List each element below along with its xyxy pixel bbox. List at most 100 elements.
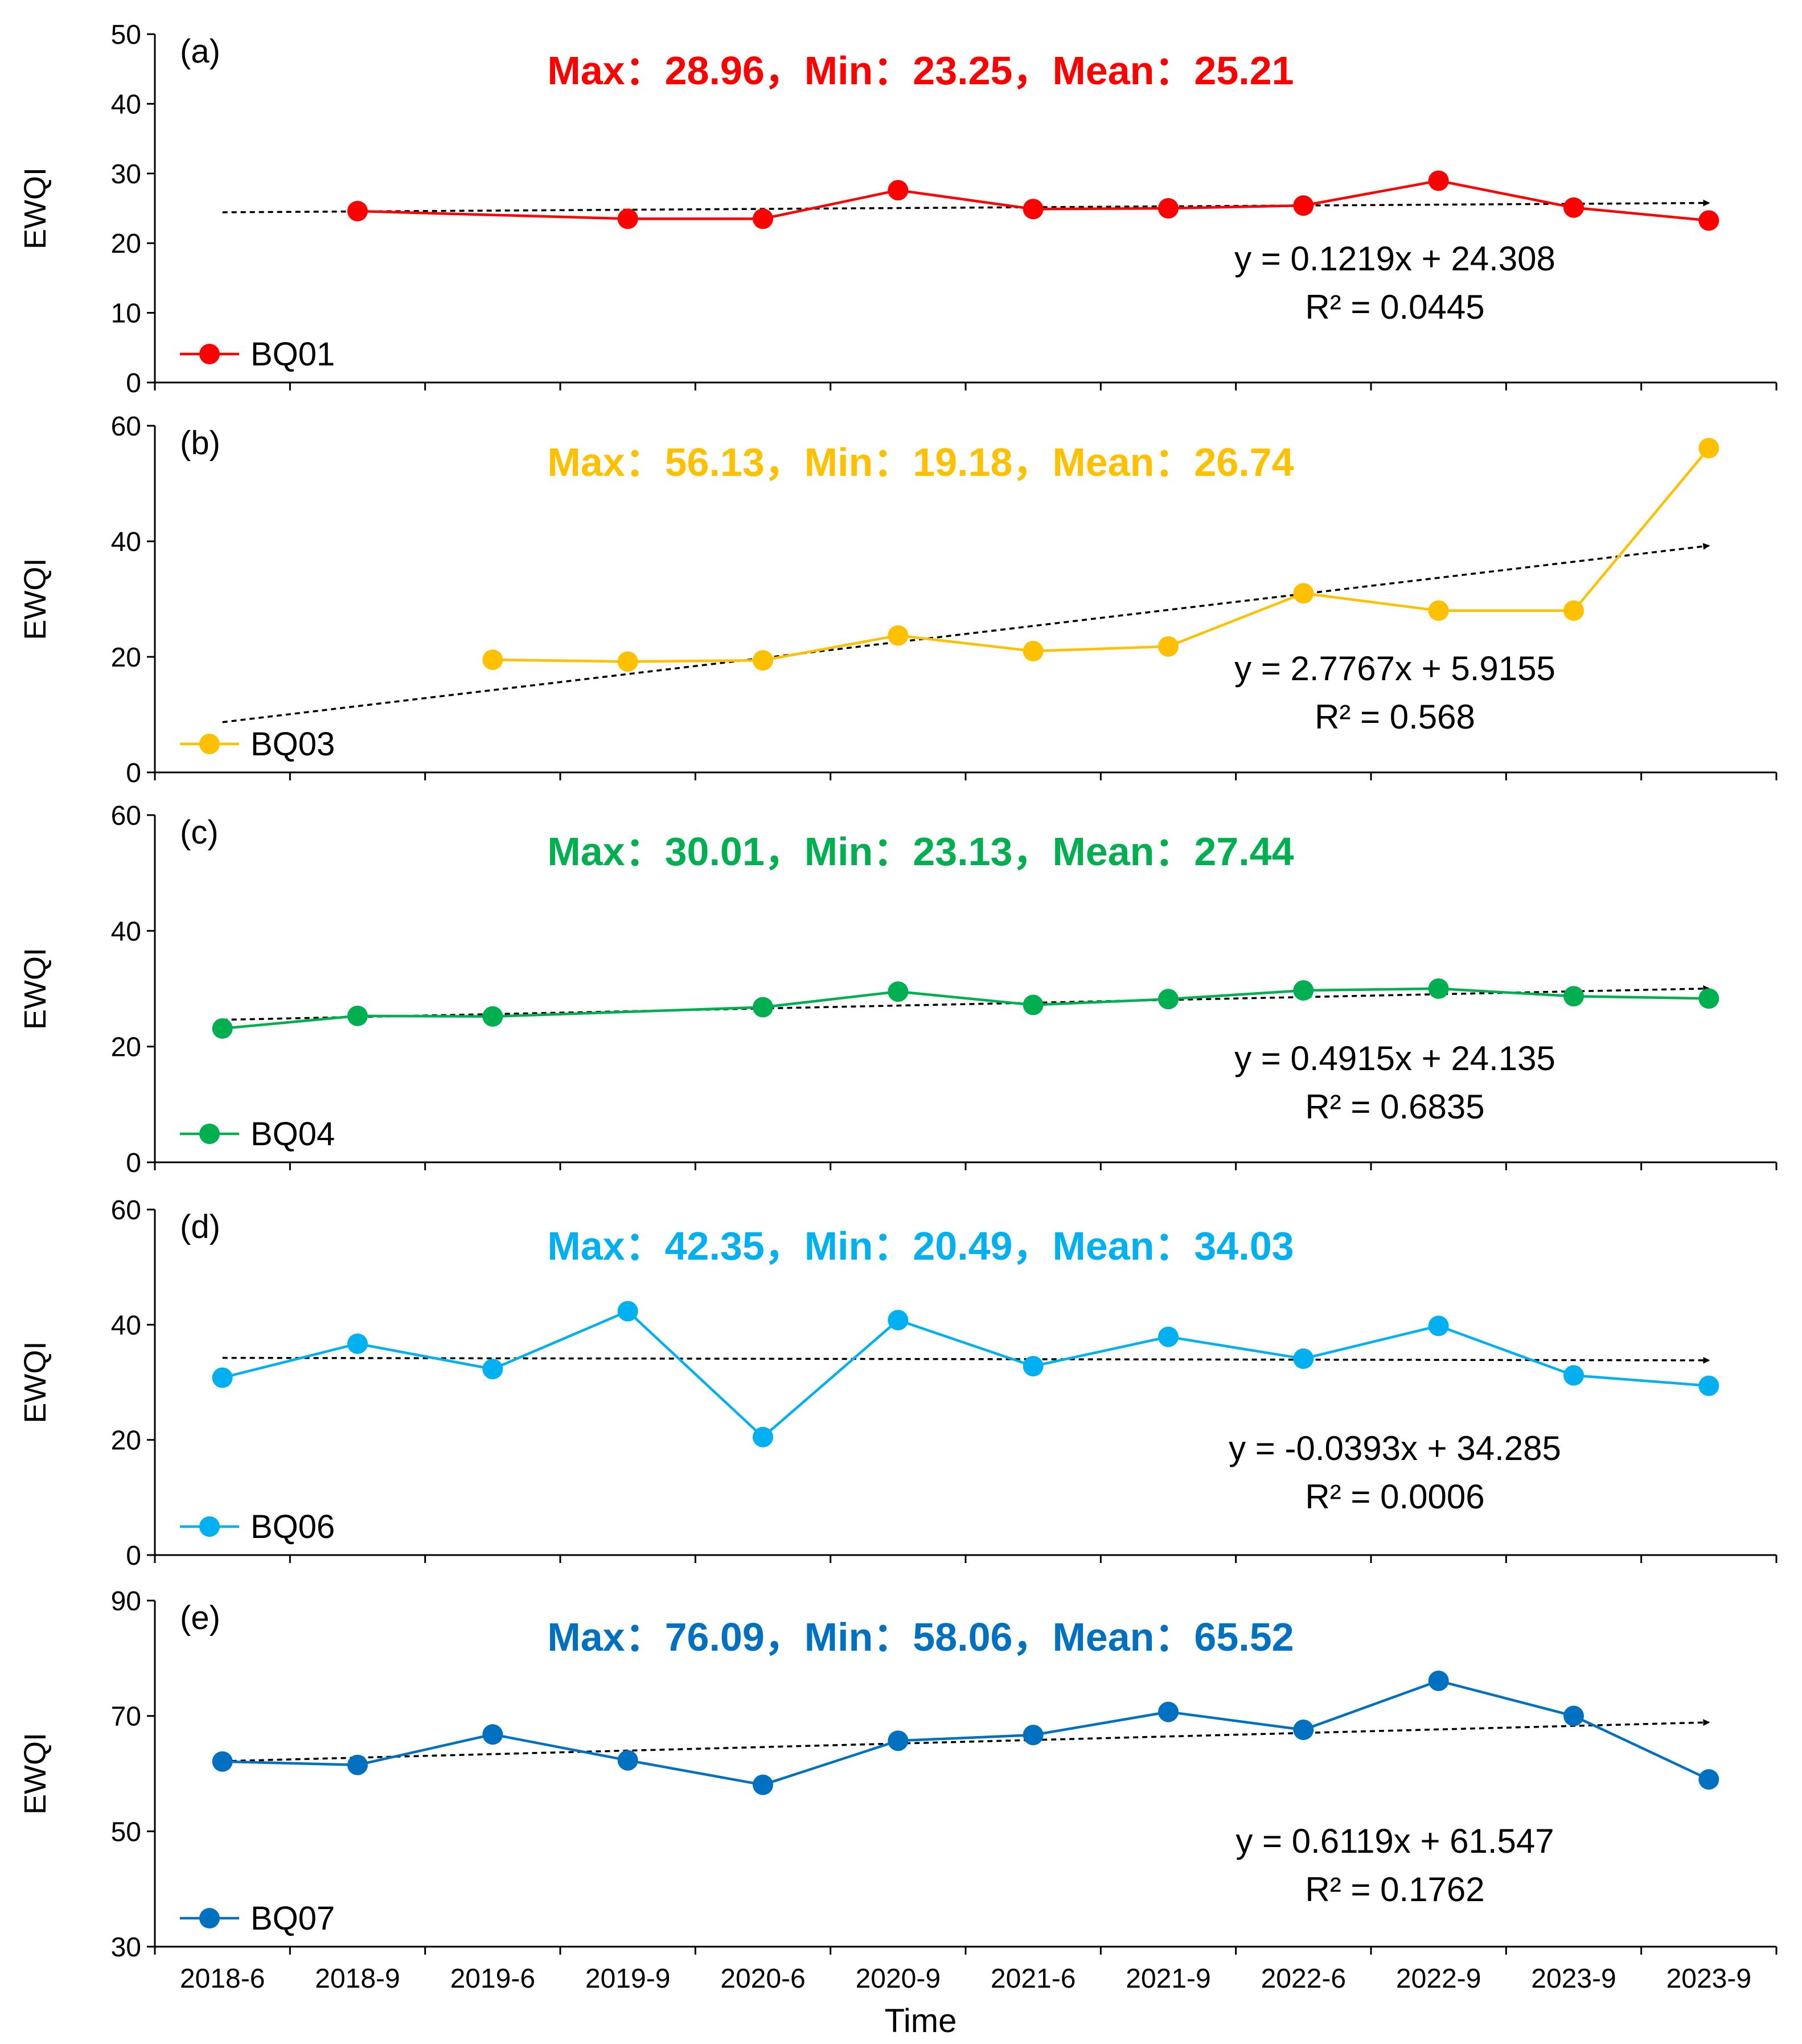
data-point bbox=[1293, 195, 1314, 216]
y-tick-label: 70 bbox=[111, 1702, 141, 1732]
data-point bbox=[617, 1750, 638, 1771]
y-tick-label: 30 bbox=[111, 159, 141, 190]
x-tick-label: 2020-9 bbox=[856, 1964, 941, 1994]
data-point bbox=[1158, 636, 1179, 657]
data-point bbox=[1698, 1769, 1719, 1790]
data-point bbox=[888, 625, 909, 646]
trend-equation: y = 0.1219x + 24.308 bbox=[1234, 240, 1555, 278]
trend-equation: y = -0.0393x + 34.285 bbox=[1229, 1429, 1561, 1467]
x-tick-label: 2023-9 bbox=[1666, 1964, 1751, 1994]
legend-label: BQ03 bbox=[251, 726, 335, 763]
data-point bbox=[212, 1751, 233, 1772]
trendline bbox=[222, 542, 1710, 723]
data-point bbox=[1023, 199, 1044, 220]
trend-equation: y = 0.4915x + 24.135 bbox=[1234, 1039, 1555, 1077]
trend-equation: y = 0.6119x + 61.547 bbox=[1235, 1822, 1554, 1860]
trendline bbox=[222, 1356, 1710, 1364]
x-tick-label: 2022-9 bbox=[1396, 1964, 1481, 1994]
data-point bbox=[1158, 1701, 1179, 1722]
data-point bbox=[1428, 1315, 1449, 1336]
x-tick-label: 2018-6 bbox=[180, 1964, 265, 1994]
y-tick-label: 60 bbox=[111, 412, 141, 442]
data-point bbox=[1023, 1356, 1044, 1377]
data-point bbox=[1563, 986, 1584, 1007]
data-point bbox=[482, 649, 503, 671]
legend-label: BQ01 bbox=[251, 336, 335, 373]
data-point bbox=[888, 1730, 909, 1751]
legend-marker bbox=[199, 1124, 220, 1144]
legend-label: BQ07 bbox=[251, 1900, 335, 1937]
y-tick-label: 10 bbox=[111, 299, 141, 329]
y-tick-label: 60 bbox=[111, 1195, 141, 1225]
r-squared: R² = 0.6835 bbox=[1305, 1088, 1484, 1126]
data-point bbox=[1428, 1670, 1449, 1691]
x-axis-title: Time bbox=[885, 2002, 957, 2039]
data-point bbox=[1293, 1719, 1314, 1740]
data-point bbox=[1293, 1348, 1314, 1369]
data-point bbox=[347, 200, 368, 221]
r-squared: R² = 0.1762 bbox=[1305, 1870, 1484, 1909]
data-point bbox=[1563, 600, 1584, 621]
r-squared: R² = 0.0445 bbox=[1305, 288, 1484, 326]
stats-summary: Max：42.35，Min：20.49，Mean：34.03 bbox=[547, 1224, 1294, 1268]
data-point bbox=[617, 1301, 638, 1322]
panel-label: (b) bbox=[180, 425, 220, 462]
trend-equation: y = 2.7767x + 5.9155 bbox=[1234, 649, 1555, 688]
y-tick-label: 40 bbox=[111, 1310, 141, 1340]
y-axis-title: EWQI bbox=[18, 948, 52, 1030]
panel-bq06: 0 20 40 60 EWQI (d) Max：42.35，Min：20.49，Mean：3… bbox=[18, 1195, 1778, 1571]
panels-layer: 0 10 20 30 40 50 EWQI (a) Max：28.96，Min：23.25，Me… bbox=[18, 20, 1778, 1963]
y-tick-label: 40 bbox=[111, 916, 141, 947]
panel-bq03: 0 20 40 60 EWQI (b) Max：56.13，Min：19.18，Mean：2… bbox=[18, 412, 1778, 788]
panel-bq07: 30 50 70 90 EWQI (e) Max：76.09，Min：58.06，Mean：… bbox=[18, 1586, 1778, 1963]
stats-summary: Max：76.09，Min：58.06，Mean：65.52 bbox=[547, 1615, 1294, 1659]
series-line bbox=[222, 1679, 1710, 1786]
data-point bbox=[1563, 197, 1584, 218]
data-point bbox=[753, 997, 773, 1018]
data-point bbox=[1428, 170, 1449, 191]
y-tick-label: 90 bbox=[111, 1586, 141, 1617]
y-axis-title: EWQI bbox=[18, 1733, 52, 1815]
panel-label: (a) bbox=[180, 33, 220, 70]
data-point bbox=[1023, 640, 1044, 661]
y-axis-title: EWQI bbox=[18, 1342, 52, 1424]
legend-marker bbox=[199, 1908, 220, 1928]
data-point bbox=[888, 981, 909, 1002]
data-point bbox=[1293, 583, 1314, 604]
data-point bbox=[1158, 1326, 1179, 1347]
r-squared: R² = 0.568 bbox=[1315, 698, 1475, 736]
data-point bbox=[1428, 978, 1449, 999]
data-point bbox=[1563, 1705, 1584, 1726]
y-tick-label: 40 bbox=[111, 527, 141, 557]
series-line bbox=[222, 987, 1709, 1030]
data-point bbox=[212, 1367, 233, 1388]
data-point bbox=[1698, 438, 1719, 459]
legend-marker bbox=[199, 1516, 220, 1537]
y-axis-title: EWQI bbox=[18, 558, 52, 640]
x-tick-label: 2021-9 bbox=[1126, 1964, 1210, 1994]
r-squared: R² = 0.0006 bbox=[1305, 1478, 1484, 1516]
panel-bq04: 0 20 40 60 EWQI (c) Max：30.01，Min：23.13，Mean：2… bbox=[18, 801, 1778, 1178]
data-point bbox=[482, 1006, 503, 1027]
data-point bbox=[888, 180, 909, 201]
series-line bbox=[357, 179, 1709, 222]
y-tick-label: 20 bbox=[111, 643, 141, 673]
panel-label: (e) bbox=[180, 1599, 220, 1636]
y-tick-label: 30 bbox=[111, 1932, 141, 1963]
data-point bbox=[1698, 988, 1719, 1009]
data-point bbox=[753, 208, 773, 229]
y-tick-label: 50 bbox=[111, 1817, 141, 1847]
y-tick-label: 20 bbox=[111, 1033, 141, 1063]
x-tick-label: 2022-6 bbox=[1261, 1964, 1346, 1994]
y-axis-title: EWQI bbox=[18, 167, 52, 249]
stats-summary: Max：56.13，Min：19.18，Mean：26.74 bbox=[547, 440, 1294, 484]
data-point bbox=[1698, 1375, 1719, 1396]
data-point bbox=[1158, 198, 1179, 219]
stats-summary: Max：30.01，Min：23.13，Mean：27.44 bbox=[547, 829, 1294, 874]
data-point bbox=[1428, 600, 1449, 621]
stats-summary: Max：28.96，Min：23.25，Mean：25.21 bbox=[547, 48, 1294, 93]
x-tick-label: 2018-9 bbox=[315, 1964, 400, 1994]
panel-label: (c) bbox=[180, 814, 219, 851]
data-point bbox=[1158, 989, 1179, 1010]
